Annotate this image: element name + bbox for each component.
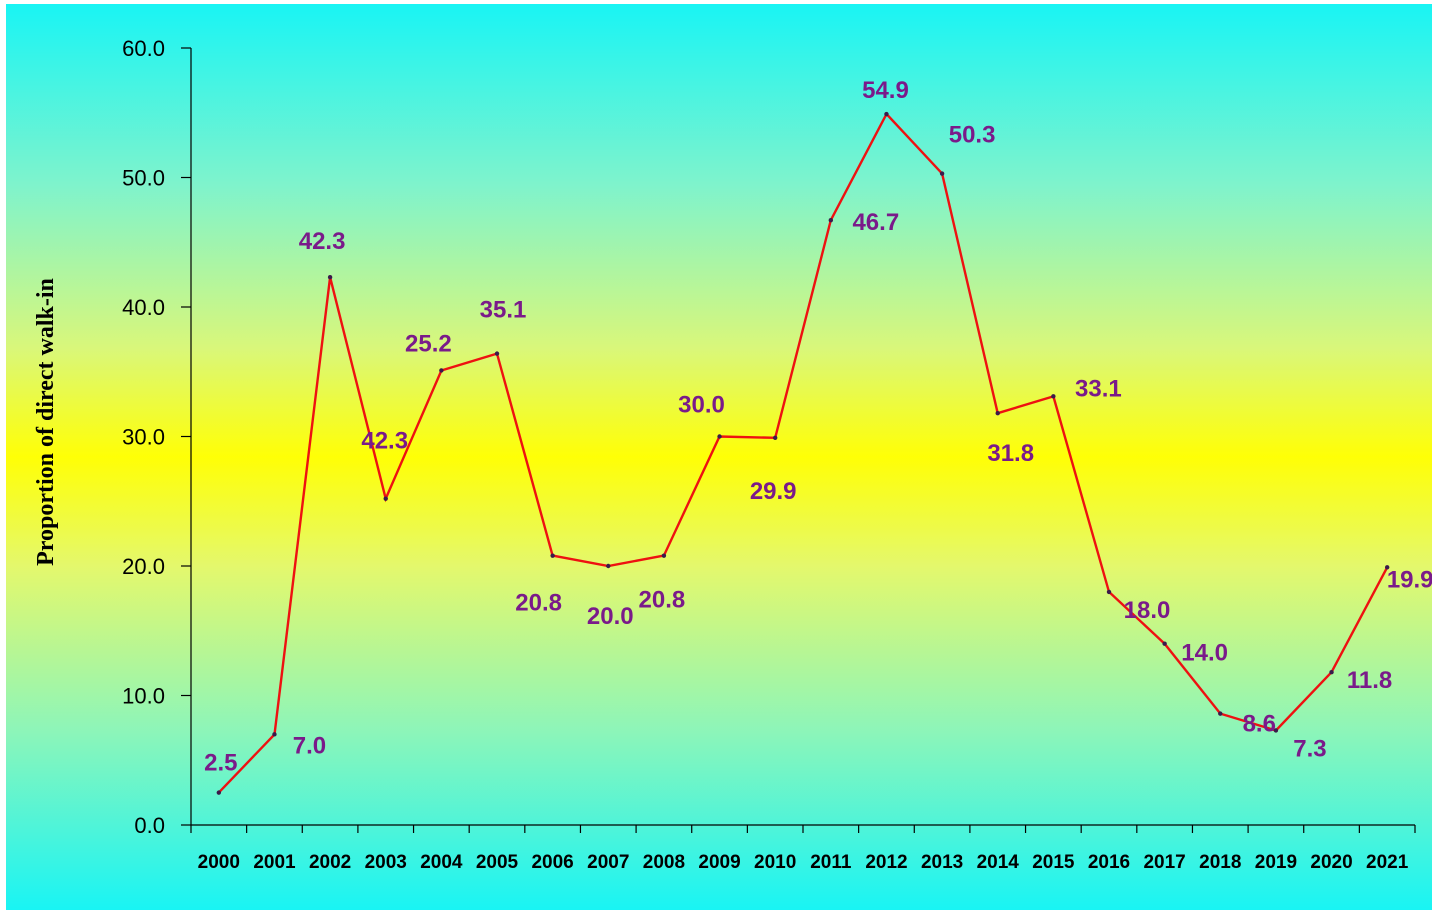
y-tick-label: 10.0 (122, 684, 165, 709)
data-point (1162, 641, 1167, 646)
x-tick-label: 2001 (253, 852, 296, 873)
series (216, 111, 1390, 795)
x-tick-label: 2011 (810, 852, 852, 873)
x-tick-label: 2007 (587, 852, 629, 873)
x-tick-label: 2008 (643, 852, 685, 873)
data-point (717, 434, 722, 439)
data-label: 20.8 (515, 590, 562, 617)
chart-background (6, 4, 1432, 910)
data-label: 46.7 (852, 209, 899, 236)
y-tick-label: 50.0 (122, 166, 165, 191)
data-label: 50.3 (949, 122, 996, 149)
series-line (217, 111, 1389, 794)
data-label: 8.6 (1243, 711, 1276, 738)
x-tick-label: 2006 (531, 852, 573, 873)
data-point (550, 553, 555, 558)
data-label: 2.5 (204, 750, 237, 777)
data-point (216, 790, 222, 795)
data-label: 35.1 (480, 297, 527, 324)
x-tick-label: 2014 (977, 852, 1020, 873)
data-point (1051, 394, 1056, 399)
x-tick-label: 2010 (754, 852, 796, 873)
x-tick-label: 2000 (198, 852, 240, 873)
y-tick-label: 20.0 (122, 554, 165, 579)
x-tick-label: 2017 (1143, 852, 1185, 873)
data-point (1329, 669, 1334, 675)
data-point (1273, 728, 1279, 733)
x-ticks: 2000 2001 2002 2003 2004 2005 2006 2007 2008 2009… (190, 825, 1416, 873)
y-axis-title: Proportion of direct walk-in (33, 278, 59, 566)
data-label: 33.1 (1075, 375, 1122, 402)
data-label: 29.9 (750, 478, 797, 505)
data-label: 14.0 (1181, 640, 1228, 667)
data-point (272, 732, 277, 737)
data-point (772, 435, 778, 440)
data-point (439, 368, 444, 373)
x-tick-label: 2003 (365, 852, 407, 873)
x-tick-label: 2019 (1255, 852, 1297, 873)
data-point (327, 275, 333, 280)
data-label: 7.3 (1293, 735, 1326, 762)
data-point (1384, 565, 1390, 570)
x-tick-label: 2005 (476, 852, 519, 873)
y-tick-label: 0.0 (134, 813, 165, 838)
x-tick-label: 2020 (1310, 852, 1352, 873)
data-label: 19.9 (1387, 566, 1432, 593)
data-point (606, 563, 611, 569)
data-point (995, 410, 1000, 416)
x-tick-label: 2021 (1366, 852, 1409, 873)
y-ticks: 0.0 10.0 20.0 30.0 40.0 50.0 60.0 (122, 36, 191, 838)
data-labels: 2.57.042.342.325.235.120.8 20.020.830.029… (204, 77, 1432, 777)
x-tick-label: 2009 (698, 852, 740, 873)
data-point (661, 553, 667, 558)
y-tick-label: 40.0 (122, 295, 165, 320)
x-tick-label: 2004 (420, 852, 463, 873)
data-label: 30.0 (678, 392, 725, 419)
y-tick-label: 60.0 (122, 36, 165, 61)
data-point (494, 351, 500, 356)
data-point (1106, 589, 1112, 595)
x-tick-label: 2016 (1088, 852, 1130, 873)
data-point (884, 111, 889, 117)
data-label: 42.3 (361, 428, 408, 455)
data-label: 42.3 (299, 228, 346, 255)
data-label: 7.0 (293, 732, 326, 759)
x-tick-label: 2012 (865, 852, 907, 873)
x-tick-label: 2015 (1032, 852, 1075, 873)
data-point (1218, 711, 1223, 716)
data-label: 25.2 (405, 330, 452, 357)
data-label: 18.0 (1124, 597, 1171, 624)
data-label: 31.8 (987, 440, 1034, 467)
data-point (383, 496, 388, 501)
data-label: 11.8 (1347, 667, 1392, 694)
data-point (828, 218, 834, 223)
data-point (939, 171, 945, 176)
data-label: 20.0 (587, 603, 634, 630)
data-label: 54.9 (862, 77, 909, 104)
data-label: 20.8 (639, 587, 686, 614)
x-tick-label: 2002 (309, 852, 351, 873)
x-tick-label: 2018 (1199, 852, 1241, 873)
x-tick-label: 2013 (921, 852, 963, 873)
y-tick-label: 30.0 (122, 425, 165, 450)
